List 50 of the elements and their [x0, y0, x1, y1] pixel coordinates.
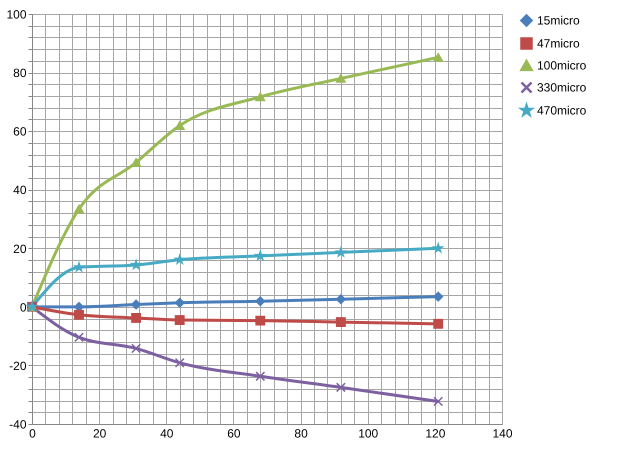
x-tick-label: 100 — [358, 426, 379, 440]
point — [131, 260, 141, 270]
point — [433, 396, 444, 406]
x-tick-label: 120 — [425, 426, 446, 440]
y-tick-label: 40 — [13, 183, 27, 198]
point — [336, 317, 346, 328]
y-tick-label: 80 — [13, 66, 27, 80]
legend-label: 100micro — [537, 58, 587, 72]
y-tick-label: 100 — [6, 8, 27, 22]
point — [336, 74, 346, 83]
y-tick-label: 20 — [13, 242, 27, 256]
point — [74, 262, 84, 272]
point — [433, 243, 443, 252]
x-tick-label: 0 — [29, 426, 36, 440]
x-tick-label: 20 — [92, 426, 107, 440]
x-tick-label: 40 — [160, 426, 174, 440]
point — [131, 344, 142, 354]
point — [174, 298, 185, 308]
point — [433, 318, 444, 329]
x-tick-label: 140 — [492, 426, 513, 440]
y-tick-label: 60 — [13, 124, 27, 139]
point — [255, 316, 266, 326]
legend-label: 47micro — [537, 36, 580, 50]
point — [255, 296, 266, 306]
point — [255, 92, 266, 102]
point — [74, 332, 84, 342]
point — [174, 254, 184, 264]
y-tick-label: 0 — [20, 300, 27, 314]
point — [131, 158, 142, 167]
point — [74, 310, 84, 320]
point — [256, 250, 266, 260]
x-tick-label: 60 — [227, 426, 241, 440]
legend-label: 470micro — [537, 104, 587, 118]
point — [433, 292, 444, 302]
point — [174, 358, 185, 368]
point — [131, 313, 142, 323]
point — [131, 300, 142, 310]
legend-label: 15micro — [537, 14, 580, 28]
point — [174, 315, 185, 325]
point — [336, 294, 346, 304]
legend-label: 330micro — [537, 80, 587, 94]
point — [174, 121, 185, 130]
point — [336, 382, 346, 392]
y-tick-label: -20 — [9, 358, 27, 373]
x-tick-label: 80 — [294, 426, 308, 440]
point — [433, 52, 444, 62]
point — [255, 371, 266, 382]
y-tick-label: -40 — [9, 418, 27, 432]
point — [336, 247, 346, 257]
point — [74, 204, 84, 214]
